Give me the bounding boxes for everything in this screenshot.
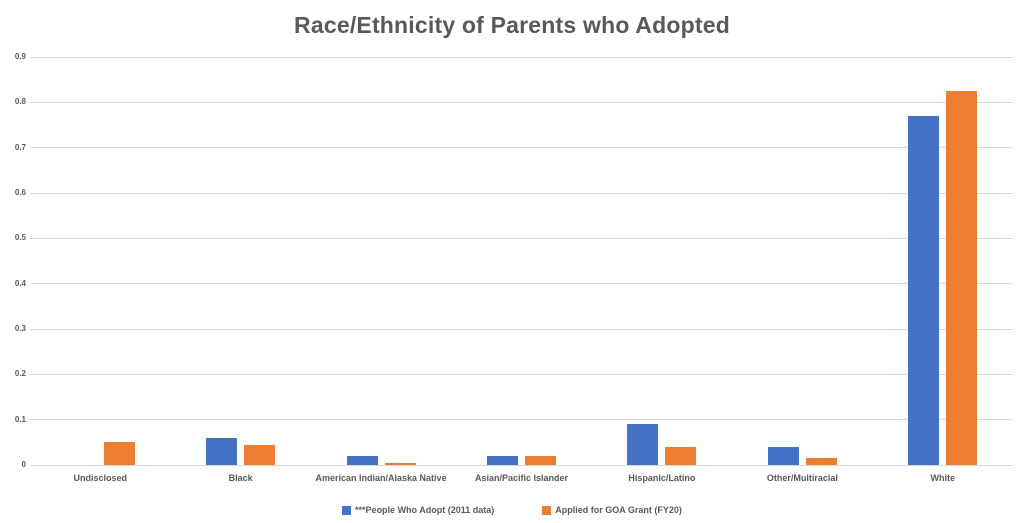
bar bbox=[524, 455, 556, 465]
bar-group bbox=[873, 57, 1013, 465]
y-axis-tick-label: 0.9 bbox=[14, 52, 26, 61]
bar bbox=[665, 446, 697, 465]
legend-label: ***People Who Adopt (2011 data) bbox=[355, 505, 495, 515]
bar-group bbox=[451, 57, 591, 465]
legend-label: Applied for GOA Grant (FY20) bbox=[555, 505, 682, 515]
x-axis-category-label: Asian/Pacific Islander bbox=[474, 473, 569, 483]
y-axis-tick-label: 0.7 bbox=[14, 142, 26, 152]
legend-swatch-icon bbox=[542, 505, 552, 515]
y-axis-tick-label: 0.5 bbox=[14, 233, 26, 243]
x-axis-category-label: American Indian/Alaska Native bbox=[315, 473, 447, 483]
bar-group bbox=[592, 57, 732, 465]
y-axis-tick-label: 0.2 bbox=[14, 369, 26, 379]
gridline bbox=[30, 237, 1013, 239]
legend-item: Applied for GOA Grant (FY20) bbox=[542, 505, 682, 515]
bar bbox=[384, 462, 416, 465]
gridline bbox=[30, 328, 1013, 330]
x-axis-category-label: Undisclosed bbox=[73, 473, 127, 483]
x-axis-category-label: Black bbox=[228, 473, 253, 483]
gridline bbox=[30, 147, 1013, 149]
bar-group bbox=[170, 57, 310, 465]
x-axis-category-label: Other/Multiracial bbox=[766, 473, 838, 483]
gridline bbox=[30, 56, 1013, 58]
bar bbox=[486, 455, 518, 465]
bar bbox=[244, 444, 276, 465]
bar bbox=[627, 424, 659, 465]
x-axis-category-label: White bbox=[930, 473, 956, 483]
bar-group bbox=[311, 57, 451, 465]
bar bbox=[103, 442, 135, 465]
gridline bbox=[30, 101, 1013, 103]
bar-group bbox=[732, 57, 872, 465]
y-axis-tick-label: 0.8 bbox=[14, 97, 26, 107]
legend-swatch-icon bbox=[342, 505, 352, 515]
y-axis-tick-label: 0.6 bbox=[14, 188, 26, 197]
chart-title: Race/Ethnicity of Parents who Adopted bbox=[294, 12, 730, 38]
x-axis-category-label: Hispanic/Latino bbox=[628, 473, 696, 483]
plot-area: 0 0.1 0.2 0.3 0.4 0.5 0.6 0.7 0.8 0.9 Undisclosed B… bbox=[15, 53, 1013, 483]
gridline bbox=[30, 464, 1013, 466]
legend-item: ***People Who Adopt (2011 data) bbox=[342, 505, 494, 515]
y-axis-tick-label: 0.4 bbox=[14, 278, 26, 288]
bar bbox=[946, 91, 978, 465]
y-axis-tick-label: 0 bbox=[21, 460, 26, 469]
gridline bbox=[30, 373, 1013, 375]
bar bbox=[206, 437, 238, 465]
gridline bbox=[30, 419, 1013, 421]
bar bbox=[805, 458, 837, 465]
bar bbox=[767, 446, 799, 465]
bar bbox=[908, 115, 940, 465]
gridline bbox=[30, 192, 1013, 194]
y-axis-tick-label: 0.1 bbox=[14, 414, 26, 424]
bar-group bbox=[30, 57, 170, 465]
y-axis-tick-label: 0.3 bbox=[14, 324, 26, 333]
gridline bbox=[30, 283, 1013, 285]
bar bbox=[346, 455, 378, 465]
legend: ***People Who Adopt (2011 data) Applied f… bbox=[0, 505, 1024, 515]
